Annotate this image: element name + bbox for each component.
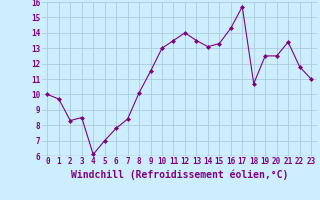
X-axis label: Windchill (Refroidissement éolien,°C): Windchill (Refroidissement éolien,°C) — [70, 169, 288, 180]
